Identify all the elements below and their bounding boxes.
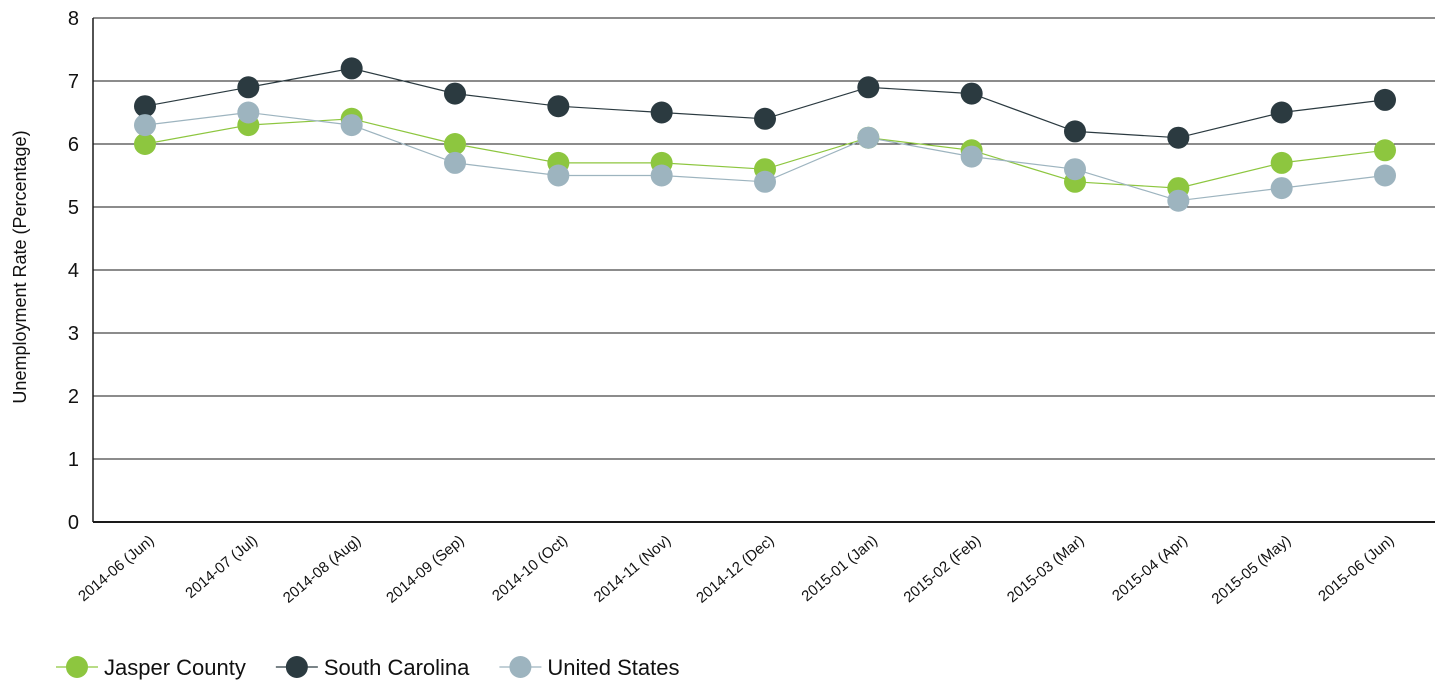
series-0-point xyxy=(444,133,466,155)
x-tick-label: 2014-06 (Jun) xyxy=(75,532,157,605)
y-tick-label: 6 xyxy=(68,134,79,156)
x-tick-label: 2014-07 (Jul) xyxy=(182,532,261,602)
legend-item: South Carolina xyxy=(275,655,470,680)
series-1-point xyxy=(134,95,156,118)
series-1-point xyxy=(444,82,466,105)
legend-marker xyxy=(66,656,88,678)
y-axis-title: Unemployment Rate (Percentage) xyxy=(10,130,30,403)
grid-layer xyxy=(93,17,1435,460)
legend-label: South Carolina xyxy=(324,655,470,680)
series-1-point xyxy=(237,76,260,99)
series-1-point xyxy=(340,57,363,80)
legend-marker xyxy=(285,656,308,678)
x-tick-label: 2015-06 (Jun) xyxy=(1315,532,1397,605)
y-tick-label: 5 xyxy=(68,197,79,219)
legend-label: United States xyxy=(547,655,679,680)
series-2-point xyxy=(134,114,156,137)
series-2-point xyxy=(960,145,983,168)
series-layer xyxy=(134,57,1396,212)
series-0-point xyxy=(1374,139,1396,162)
legend: Jasper County South Carolina United States xyxy=(56,655,679,680)
x-tick-label: 2014-12 (Dec) xyxy=(693,532,777,607)
series-1-point xyxy=(1374,88,1396,111)
y-tick-label: 8 xyxy=(68,8,79,30)
series-1-point xyxy=(754,107,776,130)
x-tick-label: 2015-02 (Feb) xyxy=(900,532,984,606)
y-tick-label: 7 xyxy=(68,71,79,93)
legend-label: Jasper County xyxy=(104,655,246,680)
series-2-point xyxy=(340,114,363,137)
x-tick-label: 2015-01 (Jan) xyxy=(798,532,880,605)
x-tick-label: 2015-04 (Apr) xyxy=(1109,532,1191,605)
series-2-point xyxy=(1167,189,1190,212)
series-2-point xyxy=(754,170,776,193)
series-2-point xyxy=(1374,164,1396,187)
x-tick-label: 2014-09 (Sep) xyxy=(383,532,467,607)
x-tick-label: 2015-03 (Mar) xyxy=(1004,532,1088,606)
axis-layer: 0 1 2 3 4 5 6 7 8 2014-06 (Jun) 2014-07 (Jul) 2014-… xyxy=(10,8,1435,608)
series-1-point xyxy=(1167,126,1190,149)
x-tick-label: 2015-05 (May) xyxy=(1209,532,1295,608)
series-1-point xyxy=(960,82,983,105)
series-2-point xyxy=(857,126,880,149)
series-2-point xyxy=(1270,177,1293,200)
legend-item: United States xyxy=(499,655,679,680)
y-tick-label: 1 xyxy=(68,449,79,471)
series-0-point xyxy=(134,133,156,155)
series-1-point xyxy=(1270,101,1293,124)
series-1-point xyxy=(1064,120,1086,143)
y-tick-label: 2 xyxy=(68,386,79,408)
series-0-point xyxy=(1270,151,1293,174)
series-1-point xyxy=(650,101,673,124)
y-tick-label: 4 xyxy=(68,260,79,282)
series-2-point xyxy=(444,151,466,174)
series-2-point xyxy=(650,164,673,187)
y-tick-label: 0 xyxy=(68,512,79,534)
legend-item: Jasper County xyxy=(56,655,246,680)
series-1-point xyxy=(857,76,880,99)
series-2-point xyxy=(237,101,260,124)
legend-marker xyxy=(509,656,532,678)
x-tick-label: 2014-11 (Nov) xyxy=(591,532,675,606)
series-1-point xyxy=(547,95,570,118)
y-tick-label: 3 xyxy=(68,323,79,345)
series-2-point xyxy=(547,164,570,187)
x-tick-label: 2014-10 (Oct) xyxy=(489,532,571,605)
series-2-point xyxy=(1064,158,1086,181)
x-tick-label: 2014-08 (Aug) xyxy=(280,532,364,607)
